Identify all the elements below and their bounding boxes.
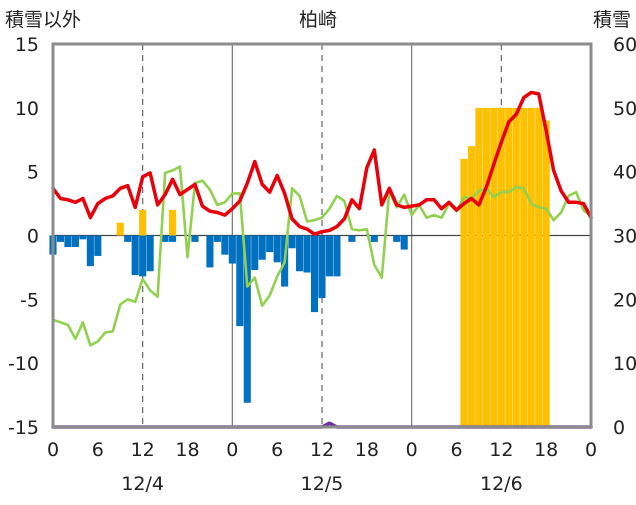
x-tick-label: 6 bbox=[450, 439, 462, 461]
bar bbox=[71, 235, 79, 247]
date-label: 12/6 bbox=[480, 473, 523, 495]
bar bbox=[482, 107, 490, 427]
chart-title: 柏崎 bbox=[299, 9, 337, 31]
bars bbox=[49, 107, 550, 427]
bar bbox=[251, 235, 259, 270]
left-tick-label: 5 bbox=[27, 162, 39, 184]
bar bbox=[333, 235, 341, 277]
right-tick-label: 40 bbox=[613, 162, 636, 184]
x-tick-label: 6 bbox=[92, 439, 104, 461]
bar bbox=[243, 235, 251, 403]
bar bbox=[348, 235, 356, 242]
bar bbox=[139, 209, 147, 236]
bar bbox=[228, 235, 236, 264]
bar bbox=[146, 235, 154, 272]
bar bbox=[258, 235, 266, 260]
bar bbox=[116, 222, 124, 236]
bar bbox=[213, 235, 221, 242]
left-tick-label: 10 bbox=[15, 98, 39, 120]
right-tick-label: 20 bbox=[613, 289, 636, 311]
series-line bbox=[51, 90, 593, 236]
right-tick-label: 60 bbox=[613, 34, 636, 56]
bar bbox=[370, 235, 378, 242]
bar bbox=[490, 107, 498, 427]
left-tick-label: 0 bbox=[27, 226, 39, 248]
bar bbox=[139, 235, 147, 277]
bar bbox=[169, 235, 177, 242]
plot-border bbox=[51, 42, 593, 429]
x-tick-label: 18 bbox=[175, 439, 199, 461]
left-tick-label: 15 bbox=[15, 34, 39, 56]
date-label: 12/4 bbox=[121, 473, 164, 495]
bar bbox=[512, 107, 520, 427]
bar bbox=[542, 120, 550, 427]
bar bbox=[206, 235, 214, 268]
x-tick-label: 18 bbox=[355, 439, 379, 461]
bar bbox=[310, 235, 319, 313]
x-tick-label: 0 bbox=[226, 439, 238, 461]
bar bbox=[393, 235, 401, 242]
bar bbox=[131, 235, 139, 276]
right-axis-label: 積雪 bbox=[593, 9, 631, 31]
x-tick-label: 12 bbox=[131, 439, 155, 461]
plot-frame bbox=[51, 42, 593, 429]
x-tick-label: 0 bbox=[585, 439, 597, 461]
bar bbox=[505, 107, 513, 427]
right-tick-label: 50 bbox=[613, 98, 636, 120]
bar bbox=[94, 235, 102, 256]
left-tick-label: -15 bbox=[8, 417, 39, 439]
bar bbox=[64, 235, 72, 247]
bar bbox=[79, 235, 87, 240]
right-tick-label: 0 bbox=[613, 417, 625, 439]
bar bbox=[161, 235, 169, 242]
bar bbox=[86, 235, 94, 267]
bar bbox=[475, 107, 483, 427]
bar bbox=[325, 235, 334, 277]
bar bbox=[460, 158, 468, 427]
bar bbox=[296, 235, 304, 272]
bar bbox=[56, 235, 65, 242]
x-tick-label: 0 bbox=[406, 439, 418, 461]
bar bbox=[527, 107, 535, 427]
x-tick-label: 12 bbox=[310, 439, 334, 461]
bar bbox=[467, 146, 475, 427]
bar bbox=[318, 235, 326, 299]
x-tick-label: 18 bbox=[534, 439, 558, 461]
right-tick-label: 30 bbox=[613, 226, 636, 248]
bar bbox=[520, 107, 528, 427]
bar bbox=[169, 209, 177, 236]
bar bbox=[124, 235, 132, 242]
bar bbox=[400, 235, 408, 250]
left-axis-label: 積雪以外 bbox=[5, 9, 81, 31]
bar bbox=[221, 235, 229, 255]
series-line bbox=[51, 165, 593, 347]
date-label: 12/5 bbox=[301, 473, 344, 495]
bar bbox=[191, 235, 199, 242]
bar bbox=[303, 235, 311, 273]
bar bbox=[497, 107, 505, 427]
bar bbox=[535, 107, 543, 427]
x-tick-label: 6 bbox=[271, 439, 283, 461]
bar bbox=[236, 235, 244, 327]
left-tick-label: -10 bbox=[8, 353, 39, 375]
bar bbox=[288, 235, 296, 249]
x-tick-label: 12 bbox=[489, 439, 513, 461]
bar bbox=[273, 235, 281, 263]
left-tick-label: -5 bbox=[20, 289, 39, 311]
x-tick-label: 0 bbox=[47, 439, 59, 461]
right-tick-label: 10 bbox=[613, 353, 636, 375]
bar bbox=[266, 235, 274, 253]
